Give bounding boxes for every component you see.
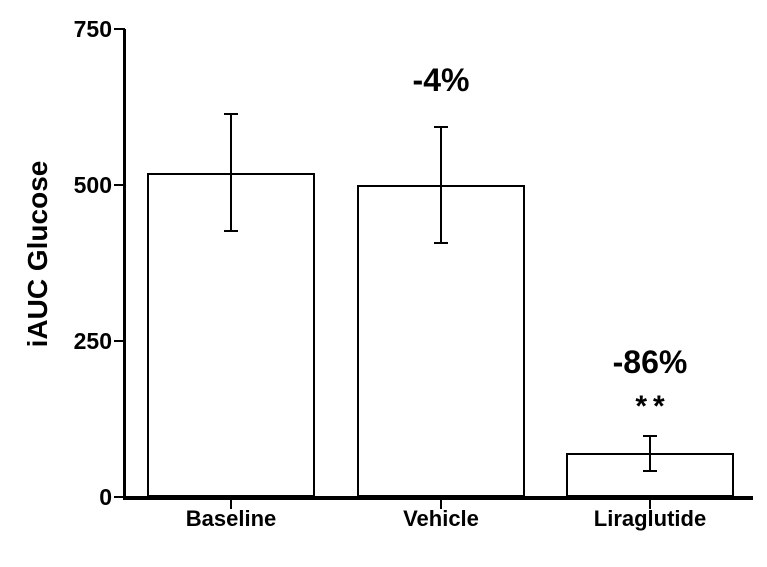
x-tick-baseline	[229, 500, 233, 509]
y-axis-line	[123, 29, 126, 498]
x-tick-label-baseline: Baseline	[185, 506, 277, 531]
percent-change-label-liraglutide: -86%	[612, 343, 688, 380]
error-bar-cap-top	[643, 434, 657, 437]
percent-change-label-vehicle: -4%	[412, 61, 470, 98]
y-tick-0	[114, 495, 125, 499]
x-tick-label-vehicle: Vehicle	[403, 506, 479, 531]
y-tick-500	[114, 183, 125, 187]
x-axis-line	[123, 496, 753, 500]
y-tick-label-0: 0	[99, 484, 112, 510]
x-tick-label-liraglutide: Liraglutide	[593, 506, 707, 531]
error-bar-cap-bottom-inner	[224, 229, 238, 232]
y-tick-label-750: 750	[73, 16, 112, 42]
error-bar-inner-vehicle	[440, 187, 442, 244]
error-bar-cap-top	[434, 125, 448, 128]
error-bar-inner-liraglutide	[649, 455, 651, 471]
x-tick-vehicle	[439, 500, 443, 509]
error-bar-cap-bottom-inner	[643, 469, 657, 472]
y-tick-label-250: 250	[73, 328, 112, 354]
error-bar-vehicle	[440, 126, 442, 244]
y-tick-label-500: 500	[73, 172, 112, 198]
y-tick-250	[114, 339, 125, 343]
y-tick-750	[114, 27, 125, 31]
error-bar-inner-baseline	[230, 174, 232, 231]
significance-label-liraglutide: **	[635, 389, 671, 423]
x-tick-liraglutide	[648, 500, 652, 509]
error-bar-cap-top	[224, 113, 238, 116]
error-bar-cap-bottom-inner	[434, 242, 448, 245]
